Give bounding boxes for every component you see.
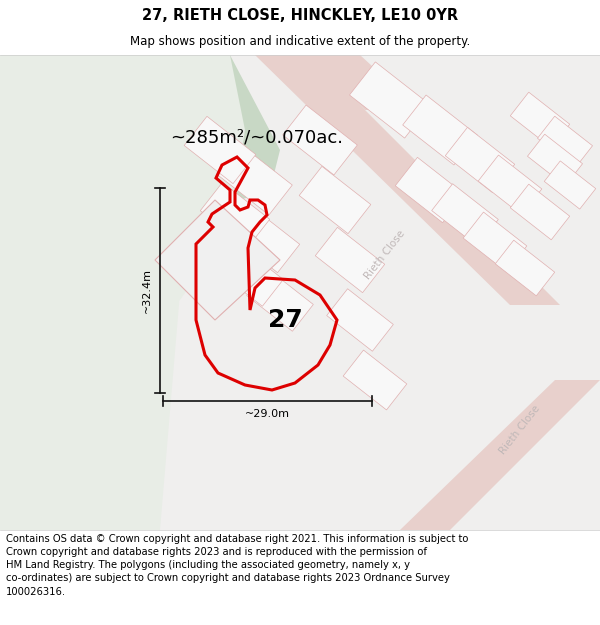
Polygon shape — [218, 145, 292, 215]
Polygon shape — [445, 127, 515, 192]
Text: ~32.4m: ~32.4m — [142, 268, 152, 313]
Polygon shape — [184, 116, 256, 184]
Polygon shape — [538, 116, 593, 168]
Polygon shape — [400, 380, 600, 530]
Polygon shape — [403, 95, 478, 165]
Polygon shape — [510, 92, 570, 148]
Polygon shape — [527, 134, 583, 186]
Polygon shape — [544, 161, 596, 209]
Polygon shape — [155, 200, 280, 320]
Polygon shape — [230, 208, 300, 272]
Polygon shape — [283, 105, 358, 175]
Polygon shape — [349, 62, 431, 138]
Polygon shape — [478, 155, 542, 215]
Polygon shape — [495, 240, 555, 296]
Polygon shape — [50, 55, 280, 220]
Text: ~29.0m: ~29.0m — [245, 409, 290, 419]
Text: ~285m²/~0.070ac.: ~285m²/~0.070ac. — [170, 129, 343, 147]
Text: Rieth Close: Rieth Close — [363, 229, 407, 281]
Text: Map shows position and indicative extent of the property.: Map shows position and indicative extent… — [130, 35, 470, 48]
Polygon shape — [463, 212, 527, 272]
Text: 27, RIETH CLOSE, HINCKLEY, LE10 0YR: 27, RIETH CLOSE, HINCKLEY, LE10 0YR — [142, 8, 458, 23]
Text: 27: 27 — [268, 308, 302, 332]
Text: Rieth Close: Rieth Close — [498, 404, 542, 456]
Polygon shape — [160, 55, 600, 530]
Polygon shape — [395, 158, 465, 222]
Polygon shape — [431, 184, 499, 246]
Polygon shape — [195, 55, 600, 530]
Polygon shape — [200, 182, 270, 248]
Polygon shape — [343, 350, 407, 410]
Polygon shape — [247, 269, 313, 331]
Polygon shape — [315, 228, 385, 292]
Polygon shape — [510, 184, 570, 240]
Polygon shape — [326, 289, 394, 351]
Polygon shape — [305, 55, 420, 110]
Text: Contains OS data © Crown copyright and database right 2021. This information is : Contains OS data © Crown copyright and d… — [6, 534, 469, 597]
Polygon shape — [217, 244, 283, 306]
Polygon shape — [0, 55, 600, 530]
Polygon shape — [299, 166, 371, 234]
Polygon shape — [255, 55, 560, 305]
Polygon shape — [0, 55, 245, 330]
